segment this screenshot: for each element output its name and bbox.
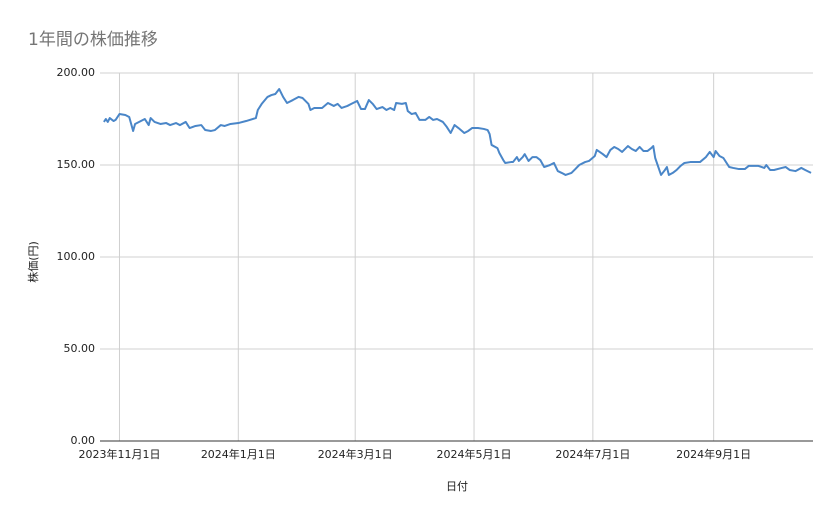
y-axis-title: 株価(円): [26, 241, 40, 283]
y-tick-label: 0.00: [71, 434, 96, 447]
y-tick-label: 150.00: [57, 158, 96, 171]
x-tick-label: 2023年11月1日: [78, 447, 160, 461]
x-tick-label: 2024年1月1日: [201, 447, 276, 461]
chart-title: 1年間の株価推移: [28, 30, 158, 50]
x-tick-label: 2024年3月1日: [318, 447, 393, 461]
y-tick-label: 100.00: [57, 250, 96, 263]
price-line: [103, 88, 812, 176]
x-axis-title: 日付: [446, 480, 468, 493]
x-tick-label: 2024年7月1日: [555, 447, 630, 461]
x-tick-label: 2024年5月1日: [437, 447, 512, 461]
x-tick-label: 2024年9月1日: [676, 447, 751, 461]
y-tick-label: 50.00: [64, 342, 96, 355]
y-tick-label: 200.00: [57, 66, 96, 79]
